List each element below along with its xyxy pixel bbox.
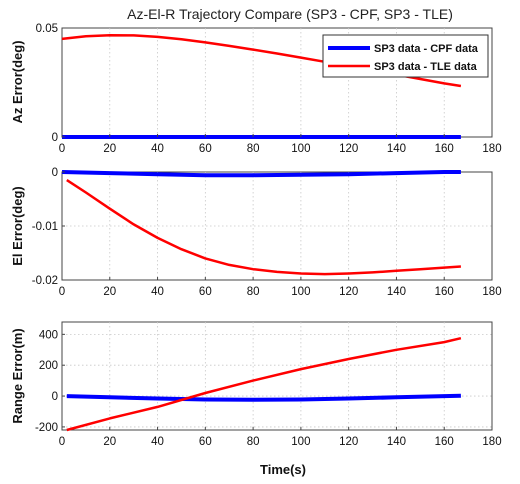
figure-title: Az-El-R Trajectory Compare (SP3 - CPF, S… xyxy=(127,6,453,22)
x-tick-label: 0 xyxy=(59,436,65,448)
x-tick-label: 80 xyxy=(247,286,260,298)
x-tick-label: 40 xyxy=(151,286,164,298)
legend-box xyxy=(322,34,489,78)
x-tick-label: 140 xyxy=(387,286,406,298)
x-tick-label: 140 xyxy=(387,143,406,155)
y-axis-label: El Error(deg) xyxy=(10,186,25,265)
y-axis-label: Range Error(m) xyxy=(10,328,25,423)
y-tick-label: 0.05 xyxy=(36,23,58,35)
x-tick-label: 80 xyxy=(247,436,260,448)
x-tick-label: 100 xyxy=(291,286,310,298)
x-tick-label: 120 xyxy=(339,436,358,448)
x-tick-label: 60 xyxy=(199,436,212,448)
x-tick-label: 180 xyxy=(482,143,501,155)
x-tick-label: 180 xyxy=(482,436,501,448)
y-tick-label: 0 xyxy=(52,167,58,179)
x-tick-label: 0 xyxy=(59,286,65,298)
series-line-cpf xyxy=(61,170,461,178)
x-tick-label: 140 xyxy=(387,436,406,448)
legend-label: SP3 data - TLE data xyxy=(374,61,478,73)
x-tick-label: 120 xyxy=(339,143,358,155)
x-tick-label: 180 xyxy=(482,286,501,298)
x-tick-label: 40 xyxy=(151,436,164,448)
x-tick-label: 20 xyxy=(103,143,116,155)
y-tick-label: 200 xyxy=(39,360,58,372)
series-line-tle xyxy=(66,179,461,276)
y-tick-label: -0.01 xyxy=(32,221,58,233)
series-line-cpf xyxy=(66,393,461,402)
subplot-3: 0 20 40 60 80 100 120 140 160 180-2000200400Range… xyxy=(10,321,502,448)
y-axis-label: Az Error(deg) xyxy=(10,40,25,123)
x-tick-label: 160 xyxy=(435,436,454,448)
y-tick-label: 400 xyxy=(39,329,58,341)
x-tick-label: 160 xyxy=(435,286,454,298)
series-line-tle xyxy=(66,336,462,432)
subplot-2: 0 20 40 60 80 100 120 140 160 180 0 -0.01 -0.02 El Er… xyxy=(10,167,502,298)
y-tick-label: -200 xyxy=(35,422,58,434)
y-tick-label: 0 xyxy=(52,391,58,403)
legend-label: SP3 data - CPF data xyxy=(374,43,479,55)
x-tick-label: 60 xyxy=(199,143,212,155)
y-tick-label: -0.02 xyxy=(32,275,58,287)
x-tick-label: 60 xyxy=(199,286,212,298)
legend: SP3 data - CPF data SP3 data - TLE data xyxy=(322,34,489,78)
x-axis-label: Time(s) xyxy=(260,462,306,477)
x-tick-label: 20 xyxy=(103,436,116,448)
x-tick-label: 80 xyxy=(247,143,260,155)
plots: 0 20 40 60 80 100 120 140 160 180 0 0.05 Az Error(de… xyxy=(10,23,502,448)
plot-area xyxy=(61,171,493,281)
x-tick-label: 120 xyxy=(339,286,358,298)
x-tick-label: 100 xyxy=(291,436,310,448)
y-tick-label: 0 xyxy=(52,132,58,144)
x-tick-label: 160 xyxy=(435,143,454,155)
x-tick-label: 0 xyxy=(59,143,65,155)
x-tick-label: 100 xyxy=(291,143,310,155)
x-tick-label: 40 xyxy=(151,143,164,155)
x-tick-label: 20 xyxy=(103,286,116,298)
